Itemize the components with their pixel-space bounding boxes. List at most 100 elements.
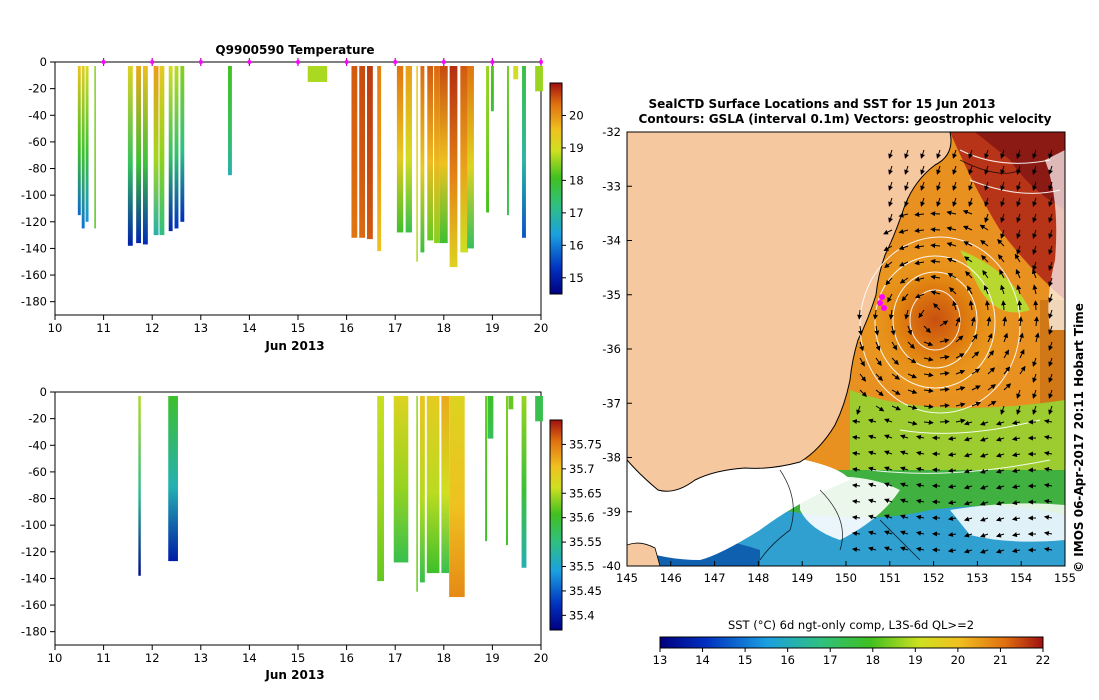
profile-cast (487, 395, 494, 439)
gsla-contours (859, 149, 1061, 474)
velocity-vector (918, 309, 925, 319)
colorbar-tick-label: 35.4 (569, 608, 595, 622)
velocity-vector (984, 213, 989, 223)
velocity-vector (949, 287, 957, 295)
map-x-tick-label: 145 (616, 571, 638, 585)
sst-colorbar-tick-label: 13 (653, 653, 668, 667)
profile-cast (434, 65, 440, 244)
y-tick-label: -140 (21, 571, 47, 585)
colorbar-tick-label: 18 (569, 173, 584, 187)
velocity-vector (983, 284, 989, 295)
velocity-vector (999, 269, 1005, 279)
velocity-vector (859, 373, 867, 382)
velocity-vector (915, 530, 925, 536)
profile-cast (506, 65, 509, 216)
velocity-vector (1048, 341, 1053, 351)
velocity-vector (1032, 284, 1038, 295)
velocity-vector (946, 242, 957, 247)
map-y-tick-label: -35 (602, 288, 621, 302)
profile-cast (153, 65, 159, 236)
velocity-vector (891, 373, 900, 380)
velocity-vector (884, 498, 893, 504)
salinity-x-label: Jun 2013 (264, 668, 324, 682)
velocity-vector (888, 165, 893, 175)
velocity-vector (996, 420, 1005, 426)
velocity-vector (1003, 366, 1011, 375)
velocity-vector (987, 384, 996, 391)
x-tick-label: 12 (145, 321, 160, 335)
velocity-vector (1014, 253, 1021, 263)
velocity-vector (1003, 383, 1012, 391)
velocity-vector (1031, 268, 1037, 279)
sst-colorbar-tick-label: 14 (695, 653, 710, 667)
velocity-vector (885, 277, 893, 286)
velocity-vector (1048, 405, 1053, 415)
map-y-tick-label: -37 (602, 396, 621, 410)
velocity-vector (851, 547, 861, 553)
profile-cast (377, 65, 382, 252)
sst-transition-zone (850, 390, 1065, 485)
velocity-vector (939, 370, 950, 376)
velocity-vector (968, 149, 973, 159)
velocity-vector (874, 325, 880, 336)
velocity-vector (915, 482, 925, 488)
surface-marker-dot (296, 60, 300, 64)
profile-cast (94, 65, 96, 229)
y-tick-label: -60 (28, 135, 47, 149)
velocity-vector (971, 333, 978, 343)
velocity-vector (904, 181, 909, 191)
velocity-vector (955, 402, 966, 408)
velocity-vector (1032, 165, 1037, 175)
velocity-vector (1043, 546, 1053, 552)
temperature-x-axis: 10 11 12 13 14 15 16 17 18 19 20 (48, 315, 548, 335)
temperature-surface-markers (101, 58, 543, 66)
velocity-vector (915, 514, 925, 520)
x-tick-label: 14 (242, 321, 257, 335)
velocity-vector (868, 530, 877, 536)
velocity-vector (1032, 261, 1037, 271)
sst-colorbar-tick-label: 21 (993, 653, 1008, 667)
velocity-vector (907, 420, 918, 426)
ctd-location-marker (881, 305, 887, 311)
velocity-vector (930, 211, 941, 217)
velocity-vector (1048, 277, 1053, 287)
colorbar-tick-label: 16 (569, 238, 584, 252)
velocity-vector (1019, 349, 1025, 359)
salinity-plot-area (54, 391, 542, 646)
profile-cast (138, 395, 141, 576)
velocity-vector (952, 149, 957, 159)
velocity-vector (939, 354, 950, 360)
velocity-vector (914, 293, 925, 299)
salinity-colorbar-ticks: 35.4 35.45 35.5 35.55 35.6 35.65 35.7 35.75 (562, 437, 602, 622)
velocity-vector (900, 498, 909, 504)
profile-cast (513, 65, 519, 80)
colorbar-tick-label: 35.6 (569, 511, 595, 525)
velocity-vector (1011, 532, 1021, 538)
temperature-x-label: Jun 2013 (264, 339, 324, 353)
velocity-vector (923, 356, 934, 362)
velocity-vector (1043, 514, 1053, 520)
x-tick-label: 19 (485, 651, 500, 665)
profile-cast (142, 65, 148, 245)
profile-cast (367, 65, 373, 240)
map-y-tick-label: -34 (602, 234, 621, 248)
velocity-vector (1043, 482, 1053, 488)
velocity-vector (914, 244, 925, 250)
colorbar-tick-label: 35.7 (569, 462, 595, 476)
velocity-vector (964, 436, 973, 442)
velocity-vector (1016, 284, 1022, 295)
velocity-vector (984, 181, 989, 191)
velocity-vector (920, 181, 925, 191)
velocity-vector (939, 419, 950, 425)
velocity-vector (1032, 245, 1037, 255)
velocity-vector (851, 499, 861, 505)
velocity-vector (982, 269, 989, 279)
velocity-vector (967, 285, 973, 295)
velocity-vector (891, 357, 899, 365)
velocity-vector (980, 484, 989, 490)
velocity-vector (888, 181, 893, 191)
map-title: SealCTD Surface Locations and SST for 15… (648, 97, 995, 111)
profile-cast (85, 65, 89, 222)
map-x-tick-label: 151 (879, 571, 901, 585)
x-tick-label: 12 (145, 651, 160, 665)
